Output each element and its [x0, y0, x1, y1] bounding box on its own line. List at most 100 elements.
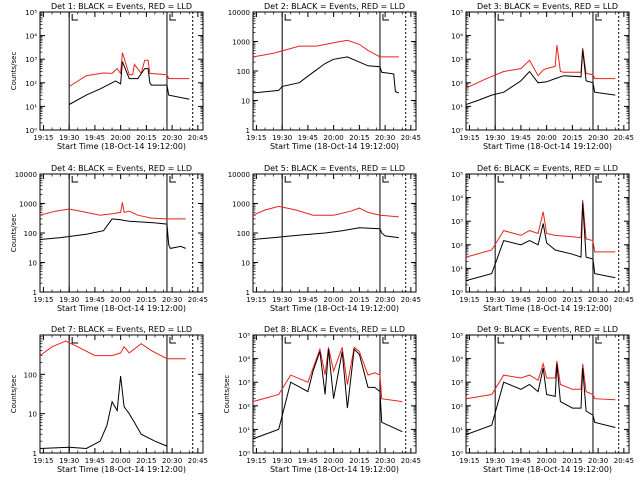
ytick-label: 100 [237, 68, 250, 76]
ytick-label: 1 [33, 450, 37, 458]
ytick-label: 10⁴ [25, 33, 37, 41]
ytick-label: 10³ [238, 379, 250, 387]
xtick-label: 20:45 [188, 296, 208, 304]
marker-bracket [284, 337, 292, 344]
ytick-label: 10 [28, 411, 37, 419]
xtick-label: 20:00 [537, 457, 557, 465]
ytick-label: 10⁵ [238, 332, 250, 340]
xtick-label: 19:30 [485, 457, 505, 465]
panel-det-5: Det 5: BLACK = Events, RED = LLD 1 10 100 10… [228, 164, 421, 313]
ytick-label: 10⁴ [238, 356, 250, 364]
ytick-label: 1000 [232, 201, 250, 209]
xtick-label: 19:15 [33, 457, 53, 465]
lld-series-line [253, 205, 399, 218]
marker-bracket [169, 14, 176, 21]
plot-frame [252, 334, 417, 454]
xtick-label: 20:15 [349, 296, 369, 304]
ytick-label: 10⁵ [451, 171, 463, 179]
panel-title: Det 8: BLACK = Events, RED = LLD [264, 325, 405, 334]
xtick-label: 19:30 [272, 134, 292, 142]
ytick-label: 100 [24, 371, 37, 379]
ytick-label: 10² [451, 80, 463, 88]
marker-bracket [595, 337, 602, 344]
x-axis-label: Start Time (18-Oct-14 19:12:00) [270, 465, 399, 474]
lld-series-line [40, 340, 186, 360]
x-axis-label: Start Time (18-Oct-14 19:12:00) [483, 142, 612, 151]
marker-bracket [595, 176, 602, 183]
lld-series-line [68, 52, 190, 87]
panel-det-7: Det 7: BLACK = Events, RED = LLD 1 10 100 19… [10, 325, 208, 474]
xtick-label: 20:00 [324, 296, 344, 304]
xtick-label: 20:00 [537, 134, 557, 142]
xtick-label: 19:45 [298, 296, 318, 304]
xtick-label: 20:45 [188, 134, 208, 142]
xtick-label: 19:15 [459, 134, 479, 142]
ytick-label: 10⁴ [451, 356, 463, 364]
xtick-label: 20:45 [614, 296, 634, 304]
plot-frame [252, 11, 417, 131]
xtick-label: 20:45 [401, 457, 421, 465]
ytick-label: 10000 [228, 9, 250, 17]
panel-det-2: Det 2: BLACK = Events, RED = LLD 1 10 100 10… [228, 2, 421, 151]
xtick-label: 19:30 [272, 296, 292, 304]
events-series-line [466, 49, 616, 105]
ytick-label: 10⁰ [25, 127, 37, 135]
xtick-label: 20:30 [162, 134, 182, 142]
panel-title: Det 7: BLACK = Events, RED = LLD [51, 325, 192, 334]
plot-frame [465, 173, 630, 293]
ytick-label: 10³ [451, 379, 463, 387]
plot-frame [39, 11, 204, 131]
ytick-label: 10⁵ [25, 9, 37, 17]
xtick-label: 19:30 [485, 296, 505, 304]
marker-bracket [497, 176, 505, 183]
y-axis-label: Counts/sec [223, 375, 231, 414]
events-series-line [253, 56, 399, 94]
x-axis-label: Start Time (18-Oct-14 19:12:00) [270, 142, 399, 151]
xtick-label: 19:15 [33, 296, 53, 304]
lld-series-line [253, 39, 399, 58]
plot-frame [39, 334, 204, 454]
x-axis-label: Start Time (18-Oct-14 19:12:00) [57, 142, 186, 151]
x-axis-label: Start Time (18-Oct-14 19:12:00) [483, 304, 612, 313]
xtick-label: 20:00 [111, 457, 131, 465]
xtick-label: 20:30 [588, 134, 608, 142]
panel-det-4: Det 4: BLACK = Events, RED = LLD 1 10 100 10… [10, 164, 208, 313]
lld-series-line [40, 202, 186, 220]
panel-det-6: Det 6: BLACK = Events, RED = LLD 10⁰ 10¹ 10… [451, 164, 634, 313]
marker-bracket [382, 176, 389, 183]
panel-title: Det 4: BLACK = Events, RED = LLD [51, 164, 192, 173]
ytick-label: 10000 [15, 171, 37, 179]
xtick-label: 19:45 [298, 457, 318, 465]
marker-bracket [169, 176, 176, 183]
xtick-label: 20:00 [324, 457, 344, 465]
y-axis-label: Counts/sec [10, 52, 18, 91]
xtick-label: 19:30 [272, 457, 292, 465]
ytick-label: 10 [28, 260, 37, 268]
ytick-label: 10 [241, 98, 250, 106]
xtick-label: 19:45 [85, 296, 105, 304]
panel-title: Det 2: BLACK = Events, RED = LLD [264, 2, 405, 11]
ytick-label: 10⁴ [451, 33, 463, 41]
xtick-label: 20:00 [111, 296, 131, 304]
events-series-line [253, 348, 403, 440]
panel-title: Det 9: BLACK = Events, RED = LLD [477, 325, 618, 334]
lld-series-line [466, 44, 616, 89]
x-axis-label: Start Time (18-Oct-14 19:12:00) [483, 465, 612, 474]
xtick-label: 19:15 [33, 134, 53, 142]
xtick-label: 19:15 [246, 296, 266, 304]
ytick-label: 1 [246, 289, 250, 297]
marker-bracket [71, 14, 79, 21]
x-axis-label: Start Time (18-Oct-14 19:12:00) [57, 465, 186, 474]
ytick-label: 10² [451, 242, 463, 250]
plot-frame [465, 11, 630, 131]
x-axis-label: Start Time (18-Oct-14 19:12:00) [57, 304, 186, 313]
x-axis-label: Start Time (18-Oct-14 19:12:00) [270, 304, 399, 313]
plot-frame [465, 334, 630, 454]
ytick-label: 10¹ [451, 103, 463, 111]
marker-bracket [169, 337, 176, 344]
xtick-label: 19:15 [459, 296, 479, 304]
ytick-label: 10³ [451, 218, 463, 226]
xtick-label: 20:30 [375, 296, 395, 304]
xtick-label: 19:15 [246, 457, 266, 465]
